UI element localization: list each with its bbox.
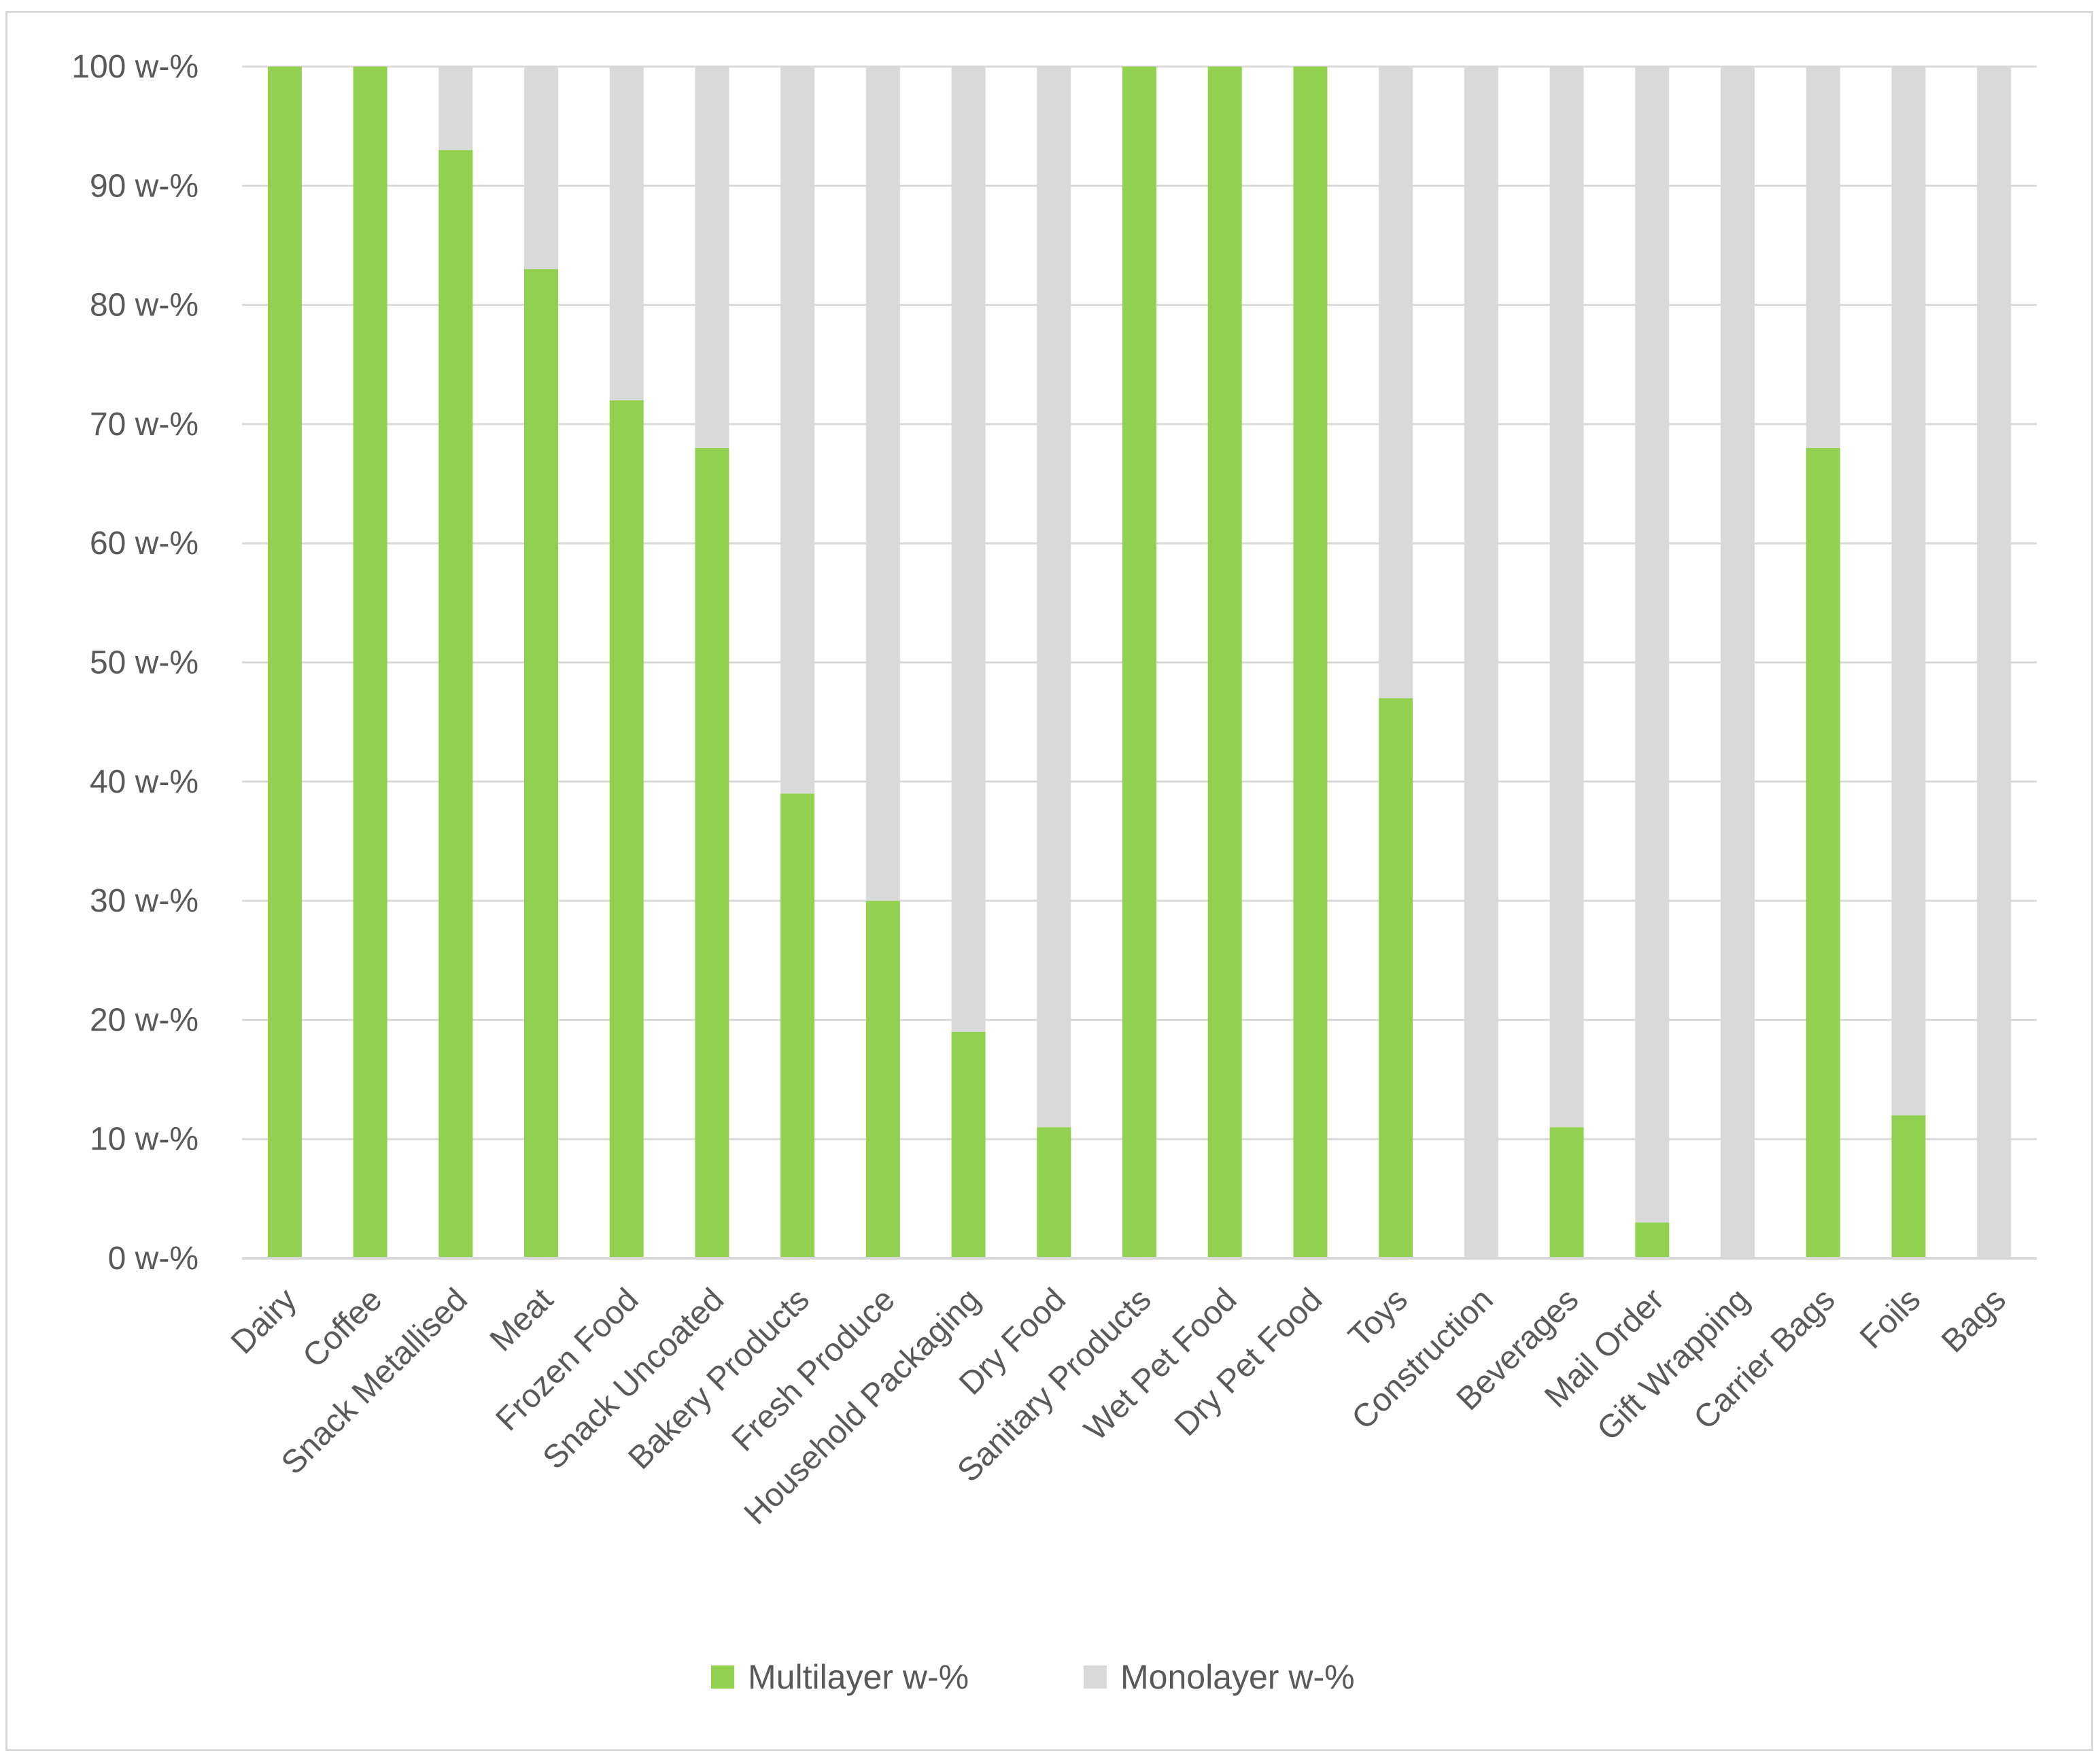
x-tick-label-dairy: Dairy	[224, 1281, 304, 1361]
bar-monolayer-snack-uncoated	[695, 67, 729, 448]
bar-monolayer-toys	[1379, 67, 1413, 699]
legend-swatch-monolayer	[1084, 1665, 1107, 1689]
bars	[267, 67, 2012, 1259]
y-tick-label-0: 0 w-%	[108, 1241, 199, 1277]
bar-monolayer-foils	[1891, 67, 1926, 1116]
bar-monolayer-gift-wrapping	[1721, 67, 1755, 1258]
legend[interactable]: Multilayer w-% Monolayer w-%	[711, 1658, 1355, 1696]
x-tick-label-dry-pet-food: Dry Pet Food	[1168, 1281, 1329, 1443]
bar-multilayer-coffee	[353, 67, 388, 1258]
y-tick-label-10: 10 w-%	[90, 1122, 199, 1158]
y-tick-label-100: 100 w-%	[71, 49, 199, 85]
x-tick-label-toys: Toys	[1342, 1281, 1415, 1354]
y-tick-label-80: 80 w-%	[90, 288, 199, 324]
legend-label-monolayer: Monolayer w-%	[1120, 1658, 1355, 1696]
legend-swatch-multilayer	[711, 1665, 734, 1689]
x-tick-label-meat: Meat	[483, 1281, 560, 1358]
bar-multilayer-meat	[524, 269, 558, 1258]
bar-monolayer-beverages	[1549, 67, 1584, 1128]
bar-monolayer-carrier-bags	[1806, 67, 1840, 448]
bar-monolayer-frozen-food	[609, 67, 644, 400]
bar-multilayer-dry-pet-food	[1293, 67, 1328, 1258]
x-tick-label-gift-wrapping: Gift Wrapping	[1590, 1281, 1756, 1447]
bar-multilayer-beverages	[1549, 1127, 1584, 1258]
legend-label-multilayer: Multilayer w-%	[748, 1658, 969, 1696]
x-tick-label-foils: Foils	[1853, 1281, 1927, 1355]
y-tick-label-50: 50 w-%	[90, 645, 199, 681]
y-tick-label-30: 30 w-%	[90, 883, 199, 919]
bar-monolayer-bakery-products	[780, 67, 815, 794]
bar-multilayer-foils	[1891, 1115, 1926, 1258]
bar-multilayer-snack-uncoated	[695, 447, 729, 1259]
bar-multilayer-mail-order	[1635, 1222, 1670, 1258]
bar-monolayer-dry-food	[1037, 67, 1071, 1128]
y-tick-label-60: 60 w-%	[90, 525, 199, 562]
x-tick-label-bags: Bags	[1935, 1281, 2013, 1360]
bar-monolayer-fresh-produce	[865, 67, 900, 901]
x-tick-label-wet-pet-food: Wet Pet Food	[1078, 1281, 1243, 1447]
bar-multilayer-bakery-products	[780, 793, 815, 1258]
bar-multilayer-sanitary-products	[1122, 67, 1156, 1258]
y-tick-label-90: 90 w-%	[90, 168, 199, 204]
bar-monolayer-mail-order	[1635, 67, 1670, 1223]
bar-monolayer-bags	[1977, 67, 2012, 1258]
y-tick-label-40: 40 w-%	[90, 764, 199, 800]
bar-multilayer-fresh-produce	[865, 901, 900, 1258]
y-tick-label-70: 70 w-%	[90, 407, 199, 443]
bar-multilayer-household-packaging	[951, 1031, 986, 1258]
bar-monolayer-construction	[1464, 67, 1498, 1258]
y-tick-label-20: 20 w-%	[90, 1002, 199, 1038]
bar-multilayer-wet-pet-food	[1207, 67, 1242, 1258]
bar-monolayer-snack-metallised	[438, 67, 473, 150]
y-axis-tick-labels: 0 w-% 10 w-% 20 w-% 30 w-% 40 w-% 50 w-% 60 w-…	[71, 49, 199, 1277]
bar-multilayer-dry-food	[1037, 1127, 1071, 1258]
bar-multilayer-toys	[1379, 698, 1413, 1258]
bar-multilayer-frozen-food	[609, 400, 644, 1258]
bar-monolayer-household-packaging	[951, 67, 986, 1032]
bar-multilayer-dairy	[267, 67, 302, 1258]
bar-multilayer-carrier-bags	[1806, 447, 1840, 1259]
bar-monolayer-meat	[524, 67, 558, 270]
bar-multilayer-snack-metallised	[438, 150, 473, 1259]
